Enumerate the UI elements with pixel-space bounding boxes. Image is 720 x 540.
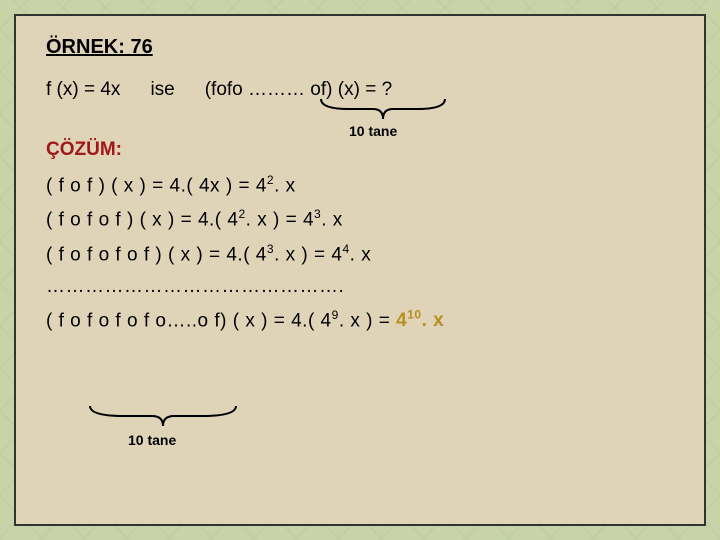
- ise-word: ise: [150, 79, 174, 101]
- solution-line-final: ( f o f o f o f o…..o f) ( x ) = 4.( 49.…: [46, 308, 674, 332]
- exponent: 4: [342, 242, 349, 256]
- solution-line-2: ( f o f o f ) ( x ) = 4.( 42. x ) = 43. …: [46, 207, 674, 231]
- problem-row: f (x) = 4x ise (fofo ……… of) (x) = ? 10 …: [46, 79, 674, 101]
- pattern-background: ÖRNEK: 76 f (x) = 4x ise (fofo ……… of) (…: [0, 0, 720, 540]
- brace-icon: [319, 97, 447, 123]
- text: . x: [321, 210, 343, 231]
- function-def: f (x) = 4x: [46, 79, 120, 101]
- text: ( f o f o f ) ( x ) = 4.( 4: [46, 210, 238, 231]
- exponent: 9: [332, 308, 339, 322]
- text: . x: [422, 310, 445, 331]
- text: . x ) = 4: [274, 244, 342, 265]
- exponent: 10: [407, 308, 421, 322]
- text: . x: [274, 175, 296, 196]
- exponent: 2: [267, 173, 274, 187]
- dots-line: ……………………………………….: [46, 276, 674, 298]
- text: . x: [350, 244, 372, 265]
- brace-label-top: 10 tane: [349, 123, 397, 139]
- text: ( f o f ) ( x ) = 4.( 4x ) = 4: [46, 175, 267, 196]
- solution-heading: ÇÖZÜM:: [46, 139, 674, 161]
- solution-line-1: ( f o f ) ( x ) = 4.( 4x ) = 42. x: [46, 173, 674, 197]
- text: ( f o f o f o f o…..o f) ( x ) = 4.( 4: [46, 310, 332, 331]
- solution-line-3: ( f o f o f o f ) ( x ) = 4.( 43. x ) = …: [46, 242, 674, 266]
- text: . x ) =: [339, 310, 396, 331]
- example-title: ÖRNEK: 76: [46, 36, 674, 59]
- text: . x ) = 4: [246, 210, 314, 231]
- brace-icon: [88, 404, 238, 430]
- exponent: 3: [267, 242, 274, 256]
- brace-label-bottom: 10 tane: [128, 432, 176, 448]
- answer-highlight: 410. x: [396, 310, 444, 331]
- text: 4: [396, 310, 407, 331]
- content-frame: ÖRNEK: 76 f (x) = 4x ise (fofo ……… of) (…: [14, 14, 706, 526]
- exponent: 2: [238, 207, 245, 221]
- text: ( f o f o f o f ) ( x ) = 4.( 4: [46, 244, 267, 265]
